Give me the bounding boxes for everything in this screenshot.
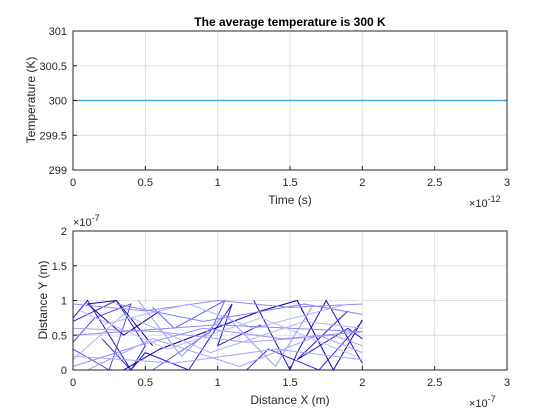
temperature-x-tick-label: 3: [504, 177, 510, 189]
trajectory-y-tick-label: 1: [61, 296, 67, 308]
trajectory-series-20: [72, 313, 363, 360]
temperature-x-multiplier: ×10: [469, 198, 488, 210]
trajectory-axes: 0 0.5 1 1.5 2 2.5 3 0 0.5 1 1.5 2 Distance X (m) D…: [36, 213, 510, 410]
trajectory-x-multiplier: ×10: [469, 398, 488, 410]
trajectory-x-tick-label: 0.5: [138, 377, 153, 389]
temperature-x-tick-label: 2: [359, 177, 365, 189]
trajectory-x-tick-label: 2.5: [427, 377, 442, 389]
trajectory-y-axis-label: Distance Y (m): [36, 261, 50, 340]
trajectory-x-exponent: ×10-7: [469, 394, 496, 410]
temperature-axes: 0 0.5 1 1.5 2 2.5 3 299 299.5 300 300.5 301 The av…: [24, 15, 510, 210]
trajectory-series-15: [101, 303, 349, 329]
temperature-x-tick-label: 1.5: [282, 177, 297, 189]
temperature-chart-title: The average temperature is 300 K: [194, 15, 386, 29]
trajectory-grid: [73, 231, 507, 370]
trajectory-x-tick-label: 3: [504, 377, 510, 389]
trajectory-series-14: [72, 327, 363, 367]
trajectory-y-exponent: ×10-7: [73, 213, 100, 229]
trajectory-x-axis-label: Distance X (m): [250, 393, 329, 407]
trajectory-series-10: [72, 299, 363, 312]
trajectory-y-ticks: 0 0.5 1 1.5 2: [52, 226, 77, 377]
trajectory-series-group: [72, 299, 363, 372]
trajectory-series-5: [253, 299, 363, 372]
temperature-y-tick-label: 300.5: [39, 61, 67, 73]
trajectory-y-tick-label: 1.5: [52, 261, 67, 273]
temperature-x-tick-label: 1: [215, 177, 221, 189]
temperature-x-tick-label: 2.5: [427, 177, 442, 189]
temperature-x-tick-label: 0.5: [138, 177, 153, 189]
temperature-y-axis-label: Temperature (K): [24, 57, 38, 144]
trajectory-x-tick-label: 2: [359, 377, 365, 389]
trajectory-series-13: [116, 303, 363, 322]
trajectory-series-18: [79, 310, 356, 357]
trajectory-y-exponent-value: -7: [92, 213, 100, 223]
temperature-y-tick-label: 299.5: [39, 130, 67, 142]
trajectory-series-17: [87, 334, 363, 371]
temperature-x-tick-label: 0: [70, 177, 76, 189]
temperature-x-ticks: 0 0.5 1 1.5 2 2.5 3: [70, 166, 510, 189]
trajectory-series-19: [137, 300, 313, 368]
trajectory-series-6: [72, 303, 132, 371]
trajectory-series-16: [72, 324, 363, 336]
trajectory-y-multiplier: ×10: [73, 217, 92, 229]
temperature-x-axis-label: Time (s): [268, 193, 312, 207]
trajectory-x-tick-label: 1: [215, 377, 221, 389]
trajectory-x-tick-label: 0: [70, 377, 76, 389]
trajectory-x-ticks: 0 0.5 1 1.5 2 2.5 3: [70, 366, 510, 389]
temperature-y-tick-label: 301: [49, 26, 67, 38]
trajectory-x-tick-label: 1.5: [282, 377, 297, 389]
trajectory-x-exponent-value: -7: [488, 394, 496, 404]
temperature-x-exponent: ×10-12: [469, 194, 501, 210]
temperature-y-tick-label: 300: [49, 96, 67, 108]
trajectory-y-tick-label: 2: [61, 226, 67, 238]
trajectory-series-9: [86, 299, 161, 347]
temperature-y-tick-label: 299: [49, 165, 67, 177]
trajectory-series-12: [72, 348, 363, 364]
temperature-y-ticks: 299 299.5 300 300.5 301: [39, 26, 77, 177]
trajectory-y-tick-label: 0: [61, 365, 67, 377]
trajectory-y-tick-label: 0.5: [52, 330, 67, 342]
temperature-x-exponent-value: -12: [488, 194, 501, 204]
trajectory-series-3: [123, 299, 363, 372]
